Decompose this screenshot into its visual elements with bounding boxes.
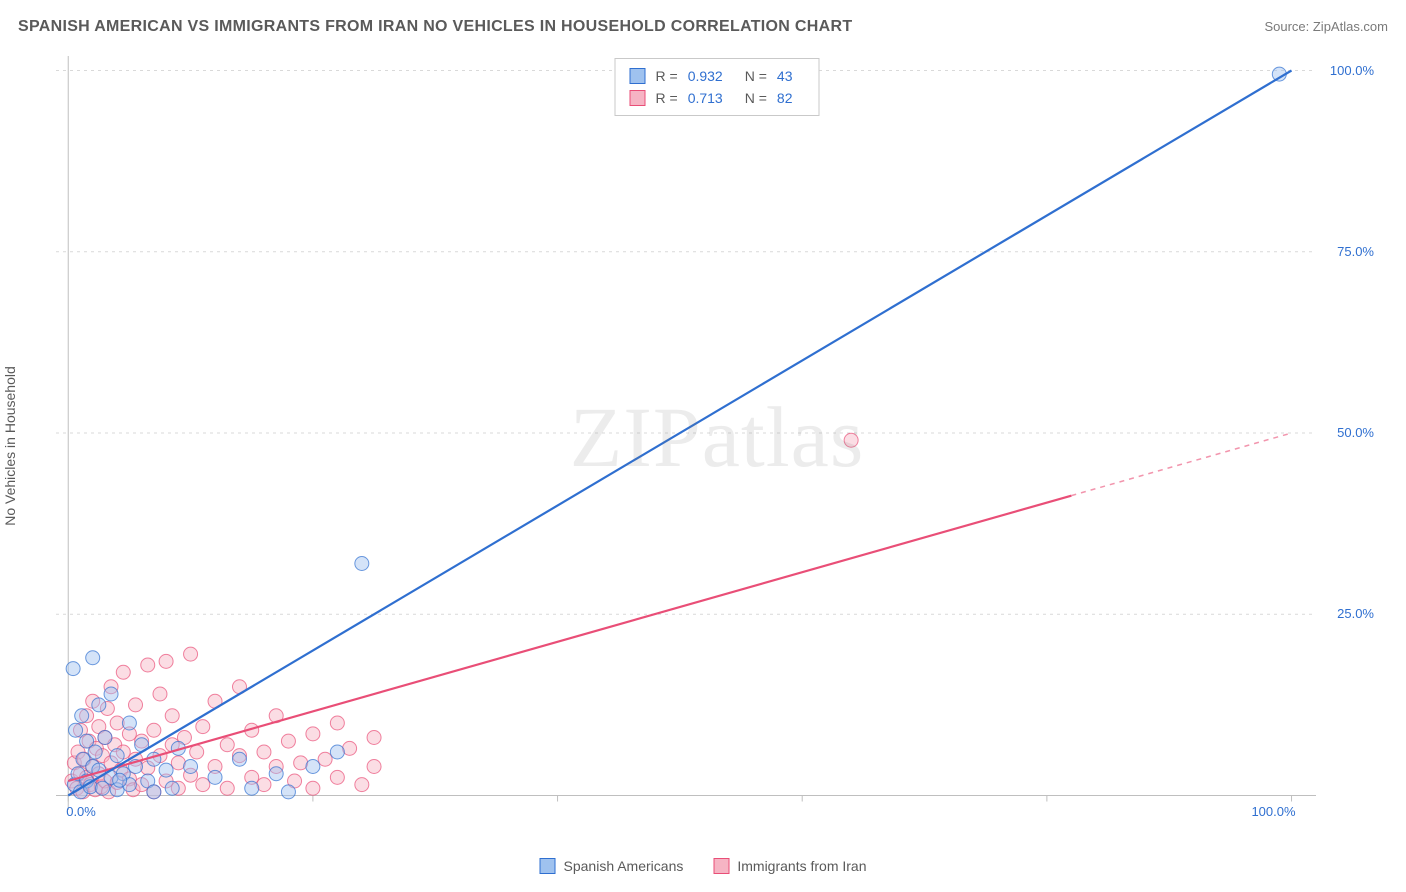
stats-row-a: R = 0.932 N = 43 xyxy=(630,65,805,87)
legend-item-b: Immigrants from Iran xyxy=(713,858,866,874)
source-attribution: Source: ZipAtlas.com xyxy=(1264,19,1388,34)
y-axis-label: No Vehicles in Household xyxy=(2,366,18,526)
n-value-a: 43 xyxy=(777,65,793,87)
series-legend: Spanish Americans Immigrants from Iran xyxy=(540,858,867,874)
n-value-b: 82 xyxy=(777,87,793,109)
scatter-chart xyxy=(48,52,1386,832)
axis-tick-label: 100.0% xyxy=(1251,804,1295,819)
stats-legend: R = 0.932 N = 43 R = 0.713 N = 82 xyxy=(615,58,820,116)
swatch-series-b xyxy=(630,90,646,106)
r-value-b: 0.713 xyxy=(688,87,723,109)
swatch-series-b-bottom xyxy=(713,858,729,874)
legend-label-b: Immigrants from Iran xyxy=(737,858,866,874)
n-label-b: N = xyxy=(745,87,767,109)
source-prefix: Source: xyxy=(1264,19,1312,34)
axis-tick-label: 0.0% xyxy=(66,804,96,819)
chart-header: SPANISH AMERICAN VS IMMIGRANTS FROM IRAN… xyxy=(18,18,1388,36)
n-label-a: N = xyxy=(745,65,767,87)
r-label-b: R = xyxy=(656,87,678,109)
r-label-a: R = xyxy=(656,65,678,87)
r-value-a: 0.932 xyxy=(688,65,723,87)
source-link[interactable]: ZipAtlas.com xyxy=(1313,19,1388,34)
swatch-series-a-bottom xyxy=(540,858,556,874)
axis-tick-label: 100.0% xyxy=(1330,63,1374,78)
axis-tick-label: 75.0% xyxy=(1337,244,1374,259)
axis-tick-label: 50.0% xyxy=(1337,425,1374,440)
axis-tick-label: 25.0% xyxy=(1337,606,1374,621)
legend-label-a: Spanish Americans xyxy=(564,858,684,874)
legend-item-a: Spanish Americans xyxy=(540,858,684,874)
swatch-series-a xyxy=(630,68,646,84)
stats-row-b: R = 0.713 N = 82 xyxy=(630,87,805,109)
plot-area: ZIPatlas R = 0.932 N = 43 R = 0.713 N = … xyxy=(48,52,1386,832)
chart-title: SPANISH AMERICAN VS IMMIGRANTS FROM IRAN… xyxy=(18,18,852,36)
